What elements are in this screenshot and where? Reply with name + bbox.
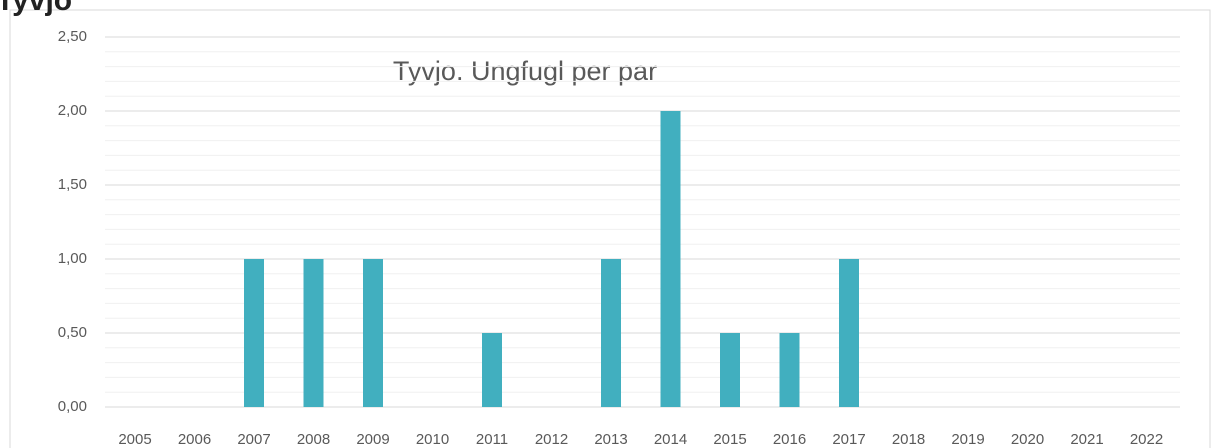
y-tick-label: 0,50 — [58, 324, 87, 341]
x-tick-label: 2013 — [594, 431, 627, 448]
x-tick-label: 2006 — [178, 431, 211, 448]
y-tick-label: 2,00 — [58, 102, 87, 119]
bar — [363, 259, 383, 407]
bar — [601, 259, 621, 407]
x-tick-label: 2011 — [476, 431, 508, 448]
x-tick-label: 2016 — [773, 431, 806, 448]
bar — [482, 333, 502, 407]
x-tick-label: 2005 — [118, 431, 151, 448]
x-tick-label: 2019 — [951, 431, 984, 448]
bar — [839, 259, 859, 407]
x-tick-label: 2010 — [416, 431, 449, 448]
x-tick-label: 2015 — [713, 431, 746, 448]
bar — [779, 333, 800, 407]
bar — [660, 111, 681, 407]
x-tick-label: 2021 — [1070, 431, 1103, 448]
x-tick-label: 2018 — [892, 431, 925, 448]
y-tick-label: 1,50 — [58, 176, 87, 193]
x-tick-label: 2014 — [654, 431, 687, 448]
bar — [303, 259, 324, 407]
x-tick-label: 2022 — [1130, 431, 1163, 448]
y-tick-label: 1,00 — [58, 250, 87, 267]
x-tick-label: 2012 — [535, 431, 568, 448]
x-tick-label: 2007 — [237, 431, 270, 448]
bar — [244, 259, 264, 407]
chart-border — [9, 9, 1211, 448]
x-tick-label: 2020 — [1011, 431, 1044, 448]
x-tick-label: 2008 — [297, 431, 330, 448]
bar — [720, 333, 740, 407]
x-tick-label: 2009 — [356, 431, 389, 448]
heading: Tyvjo — [0, 0, 72, 17]
y-tick-label: 0,00 — [58, 398, 87, 415]
x-tick-label: 2017 — [832, 431, 865, 448]
y-tick-label: 2,50 — [58, 28, 87, 45]
